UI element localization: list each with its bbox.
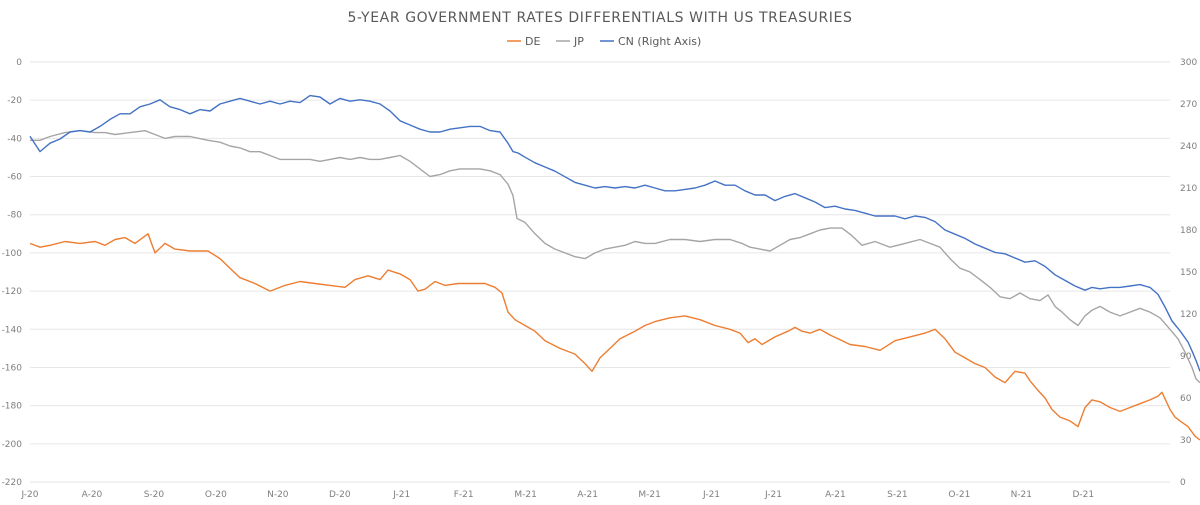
- series-line-de: [29, 233, 1200, 441]
- x-tick-label: S-21: [887, 490, 907, 500]
- y-right-tick-label: 210: [1180, 184, 1197, 194]
- x-tick-label: A-21: [577, 490, 598, 500]
- x-tick-label: J-21: [702, 490, 720, 500]
- x-axis: J-20 A-20 S-20 O-20 N-20 D-20 J-21 F-21 M-21 A-21…: [20, 490, 1094, 500]
- y-left-tick-label: -80: [7, 211, 22, 221]
- legend: DE JP CN (Right Axis): [507, 35, 701, 48]
- x-tick-label: O-20: [205, 490, 227, 500]
- y-left-tick-label: -60: [7, 173, 22, 183]
- y-left-tick-label: -220: [2, 478, 23, 488]
- y-right-tick-label: 60: [1180, 394, 1192, 404]
- y-left-tick-label: -40: [7, 134, 22, 144]
- chart-title: 5-YEAR GOVERNMENT RATES DIFFERENTIALS WI…: [348, 10, 853, 26]
- y-left-tick-label: -180: [2, 402, 23, 412]
- legend-item-cn[interactable]: CN (Right Axis): [600, 35, 701, 48]
- y-right-tick-label: 240: [1180, 142, 1197, 152]
- x-tick-label: A-20: [82, 490, 103, 500]
- x-tick-label: F-21: [454, 490, 474, 500]
- x-tick-label: J-21: [392, 490, 410, 500]
- series-line-cn: [29, 94, 1200, 372]
- x-tick-label: S-20: [144, 490, 165, 500]
- y-right-tick-label: 0: [1180, 478, 1186, 488]
- x-tick-label: J-21: [764, 490, 782, 500]
- y-left-tick-label: -120: [2, 287, 23, 297]
- y-right-tick-label: 300: [1180, 58, 1197, 68]
- y-right-tick-label: 270: [1180, 100, 1197, 110]
- y-right-tick-label: 90: [1180, 352, 1192, 362]
- gridlines: [30, 61, 1170, 483]
- y-left-tick-label: -140: [2, 325, 23, 335]
- x-tick-label: M-21: [514, 490, 536, 500]
- legend-item-de[interactable]: DE: [507, 35, 540, 48]
- y-left-tick-label: 0: [16, 58, 22, 68]
- x-tick-label: O-21: [948, 490, 970, 500]
- x-tick-label: A-21: [825, 490, 846, 500]
- legend-label-de: DE: [525, 35, 540, 48]
- y-left-tick-label: -200: [2, 440, 23, 450]
- y-right-tick-label: 180: [1180, 226, 1197, 236]
- x-tick-label: N-21: [1011, 490, 1032, 500]
- x-tick-label: D-20: [329, 490, 351, 500]
- x-tick-label: M-21: [638, 490, 660, 500]
- y-right-tick-label: 150: [1180, 268, 1197, 278]
- y-left-tick-label: -100: [2, 249, 23, 259]
- y-left-tick-label: -160: [2, 363, 23, 373]
- legend-label-jp: JP: [573, 35, 584, 48]
- legend-item-jp[interactable]: JP: [556, 35, 584, 48]
- x-tick-label: D-21: [1072, 490, 1094, 500]
- series-lines: [29, 94, 1200, 441]
- y-right-tick-label: 30: [1180, 436, 1192, 446]
- y-axis-left: 0 -20 -40 -60 -80 -100 -120 -140 -160 -180 -200 -22…: [2, 58, 23, 488]
- legend-label-cn: CN (Right Axis): [618, 35, 701, 48]
- x-tick-label: N-20: [267, 490, 289, 500]
- x-tick-label: J-20: [20, 490, 38, 500]
- y-right-tick-label: 120: [1180, 310, 1197, 320]
- y-left-tick-label: -20: [7, 96, 22, 106]
- series-line-jp: [30, 130, 1200, 384]
